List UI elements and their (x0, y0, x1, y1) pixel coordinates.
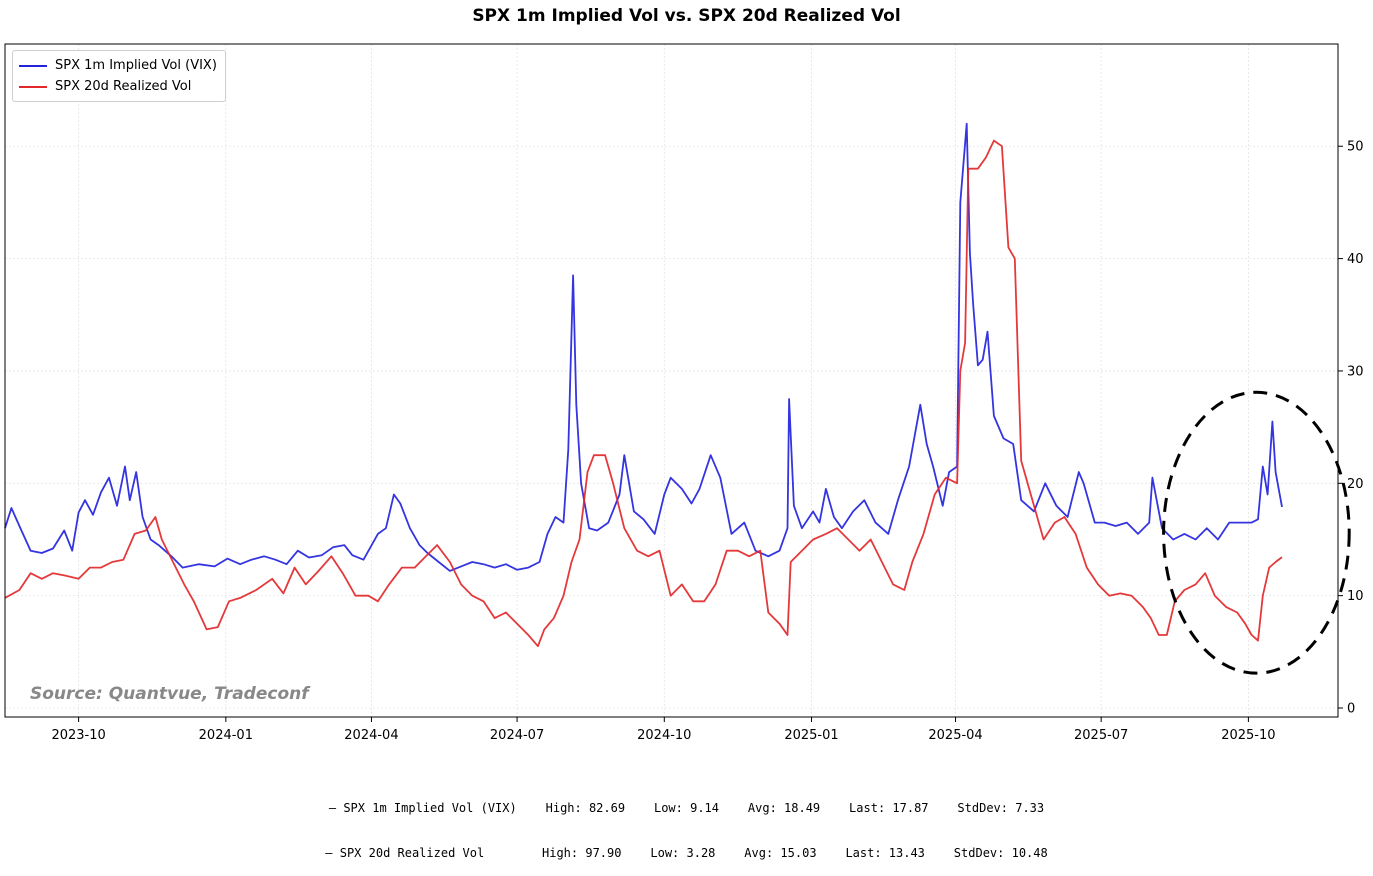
legend-item-implied: SPX 1m Implied Vol (VIX) (19, 55, 217, 76)
annotations (1162, 390, 1351, 675)
plot-frame (4, 43, 1339, 718)
source-note: Source: Quantvue, Tradeconf (30, 684, 309, 704)
x-tick-label: 2024-10 (637, 728, 691, 743)
chart-title: SPX 1m Implied Vol vs. SPX 20d Realized … (472, 6, 901, 26)
legend: SPX 1m Implied Vol (VIX) SPX 20d Realize… (12, 50, 226, 102)
chart-canvas: 0 10 20 30 40 50 2023-10 2024-01 2024-04 2024-07 2… (4, 43, 1364, 743)
legend-label-realized: SPX 20d Realized Vol (55, 79, 192, 94)
y-tick-label: 40 (1347, 252, 1364, 267)
x-tick-label: 2024-04 (344, 728, 398, 743)
stats-block: — SPX 1m Implied Vol (VIX) High: 82.69 L… (0, 771, 1373, 876)
y-tick-label: 50 (1347, 140, 1364, 155)
legend-swatch-implied (19, 64, 47, 67)
legend-item-realized: SPX 20d Realized Vol (19, 76, 217, 97)
x-tick-label: 2024-01 (199, 728, 253, 743)
series-line-implied (4, 122, 1283, 572)
series-lines (4, 122, 1283, 648)
grid-lines (5, 44, 1338, 717)
highlight-ellipse (1162, 390, 1351, 675)
x-tick-label: 2024-07 (490, 728, 544, 743)
stats-line-realized: — SPX 20d Realized Vol High: 97.90 Low: … (325, 846, 1048, 860)
x-tick-label: 2025-10 (1221, 728, 1275, 743)
x-tick-label: 2025-04 (928, 728, 982, 743)
legend-swatch-realized (19, 85, 47, 88)
series-line-realized (4, 139, 1283, 648)
axes: 0 10 20 30 40 50 2023-10 2024-01 2024-04 2024-07 2… (51, 140, 1363, 743)
x-tick-label: 2025-01 (784, 728, 838, 743)
y-tick-label: 30 (1347, 364, 1364, 379)
stats-line-implied: — SPX 1m Implied Vol (VIX) High: 82.69 L… (328, 801, 1045, 815)
x-tick-label: 2023-10 (51, 728, 105, 743)
x-tick-label: 2025-07 (1074, 728, 1128, 743)
y-tick-label: 10 (1347, 589, 1364, 604)
y-tick-label: 20 (1347, 477, 1364, 492)
legend-label-implied: SPX 1m Implied Vol (VIX) (55, 58, 217, 73)
y-tick-label: 0 (1347, 702, 1355, 717)
